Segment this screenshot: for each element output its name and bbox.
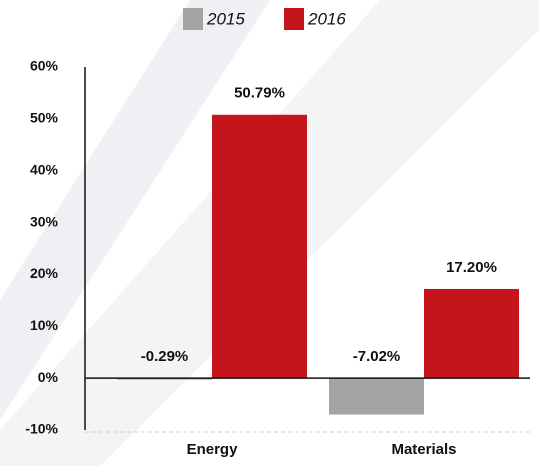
- y-tick-label: 40%: [30, 161, 59, 177]
- y-tick-label: 50%: [30, 110, 59, 126]
- value-label: 17.20%: [446, 259, 497, 276]
- bar: [117, 378, 212, 380]
- y-tick-label: 0%: [38, 369, 59, 385]
- background-shape: [0, 0, 270, 420]
- legend-swatch: [284, 8, 304, 30]
- bar: [424, 288, 519, 379]
- y-tick-label: 10%: [30, 317, 59, 333]
- legend-swatch: [183, 8, 203, 30]
- bar: [212, 114, 307, 379]
- x-tick-label: Materials: [391, 441, 456, 458]
- legend-label: 2016: [307, 9, 346, 28]
- bar: [329, 378, 424, 415]
- value-label: 50.79%: [234, 85, 285, 102]
- y-tick-label: 60%: [30, 58, 59, 74]
- y-tick-label: -10%: [25, 421, 58, 437]
- value-label: -7.02%: [353, 348, 401, 365]
- value-label: -0.29%: [141, 348, 189, 365]
- x-tick-label: Energy: [187, 441, 239, 458]
- y-tick-label: 20%: [30, 265, 59, 281]
- legend-label: 2015: [206, 9, 245, 28]
- y-tick-label: 30%: [30, 213, 59, 229]
